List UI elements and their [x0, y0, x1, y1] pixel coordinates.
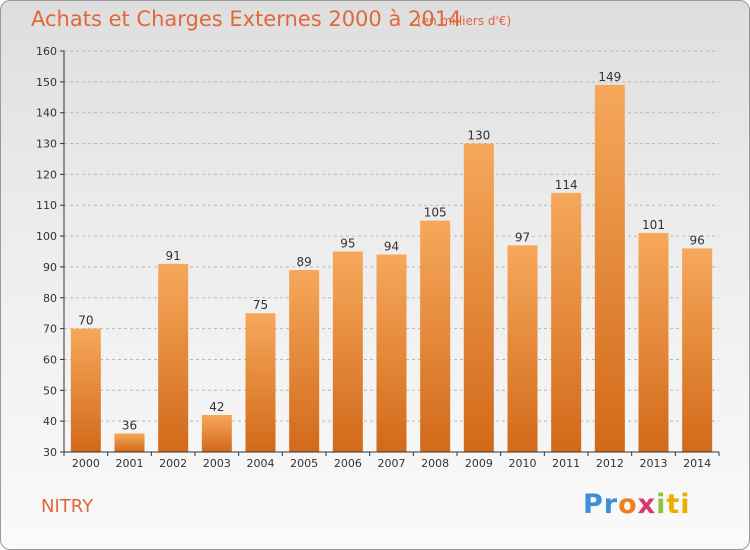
place-name: NITRY — [41, 496, 94, 517]
proxiti-logo[interactable]: Proxiti — [583, 489, 691, 520]
data-label-2008: 105 — [424, 206, 447, 220]
x-tick-label-2000: 2000 — [72, 457, 100, 470]
bar-2003[interactable] — [201, 414, 232, 452]
y-tick-label: 40 — [43, 415, 57, 428]
y-tick-label: 160 — [36, 45, 57, 58]
data-label-2000: 70 — [78, 314, 93, 328]
bar-2008[interactable] — [420, 220, 451, 452]
bar-2011[interactable] — [551, 192, 582, 452]
y-tick-label: 110 — [36, 199, 57, 212]
x-tick-label-2014: 2014 — [683, 457, 711, 470]
y-tick-label: 90 — [43, 261, 57, 274]
data-label-2007: 94 — [384, 240, 399, 254]
bar-2013[interactable] — [638, 232, 669, 452]
y-tick-label: 150 — [36, 76, 57, 89]
y-tick-label: 130 — [36, 138, 57, 151]
data-label-2009: 130 — [467, 129, 490, 143]
x-tick-label-2011: 2011 — [552, 457, 580, 470]
bar-2001[interactable] — [114, 433, 145, 452]
y-tick-label: 120 — [36, 168, 57, 181]
x-tick-label-2003: 2003 — [203, 457, 231, 470]
x-tick-label-2002: 2002 — [159, 457, 187, 470]
x-tick-label-2013: 2013 — [640, 457, 668, 470]
y-tick-label: 30 — [43, 446, 57, 459]
y-axis: 30 40 50 60 70 80 90 100 110 120 130 140 150 160 — [36, 45, 65, 459]
data-label-2012: 149 — [598, 70, 621, 84]
unit-label: (en milliers d'€) — [417, 14, 512, 28]
y-tick-label: 50 — [43, 384, 57, 397]
logo-part: ti — [666, 489, 691, 520]
x-tick-label-2001: 2001 — [116, 457, 144, 470]
bar-2002[interactable] — [158, 263, 189, 452]
x-tick-label-2012: 2012 — [596, 457, 624, 470]
logo-part: o — [618, 489, 638, 520]
x-tick-label-2009: 2009 — [465, 457, 493, 470]
bar-2000[interactable] — [70, 328, 101, 452]
x-tick-label-2006: 2006 — [334, 457, 362, 470]
data-label-2013: 101 — [642, 218, 665, 232]
data-label-2001: 36 — [122, 418, 137, 432]
x-tick-label-2008: 2008 — [421, 457, 449, 470]
y-tick-label: 100 — [36, 230, 57, 243]
x-axis: 2000 2001 2002 2003 2004 2005 2006 2007 2008 2009… — [63, 451, 720, 470]
data-label-2011: 114 — [555, 178, 578, 192]
x-tick-label-2010: 2010 — [509, 457, 537, 470]
x-tick-label-2005: 2005 — [290, 457, 318, 470]
data-label-2006: 95 — [340, 237, 355, 251]
logo-part: x — [637, 489, 657, 520]
data-label-2010: 97 — [515, 230, 530, 244]
data-label-2004: 75 — [253, 298, 268, 312]
y-tick-label: 140 — [36, 107, 57, 120]
bar-2005[interactable] — [289, 270, 320, 452]
logo-part: i — [656, 489, 667, 520]
logo-part: Pr — [583, 489, 619, 520]
y-tick-label: 70 — [43, 323, 57, 336]
x-tick-label-2007: 2007 — [378, 457, 406, 470]
data-label-2014: 96 — [690, 233, 705, 247]
bar-2009[interactable] — [463, 143, 494, 453]
bar-2012[interactable] — [594, 84, 625, 452]
bar-2004[interactable] — [245, 313, 276, 452]
bars: 70 36 91 42 75 89 95 94 105 130 97 114 149 101 96 — [70, 70, 713, 453]
chart-title: Achats et Charges Externes 2000 à 2014 — [31, 7, 462, 31]
bar-2010[interactable] — [507, 245, 538, 452]
y-tick-label: 60 — [43, 353, 57, 366]
y-tick-label: 80 — [43, 292, 57, 305]
x-tick-label-2004: 2004 — [247, 457, 275, 470]
bar-2007[interactable] — [376, 254, 407, 452]
bar-2006[interactable] — [332, 251, 363, 453]
bar-2014[interactable] — [682, 248, 713, 452]
data-label-2002: 91 — [166, 249, 181, 263]
data-label-2005: 89 — [297, 255, 312, 269]
data-label-2003: 42 — [209, 400, 224, 414]
